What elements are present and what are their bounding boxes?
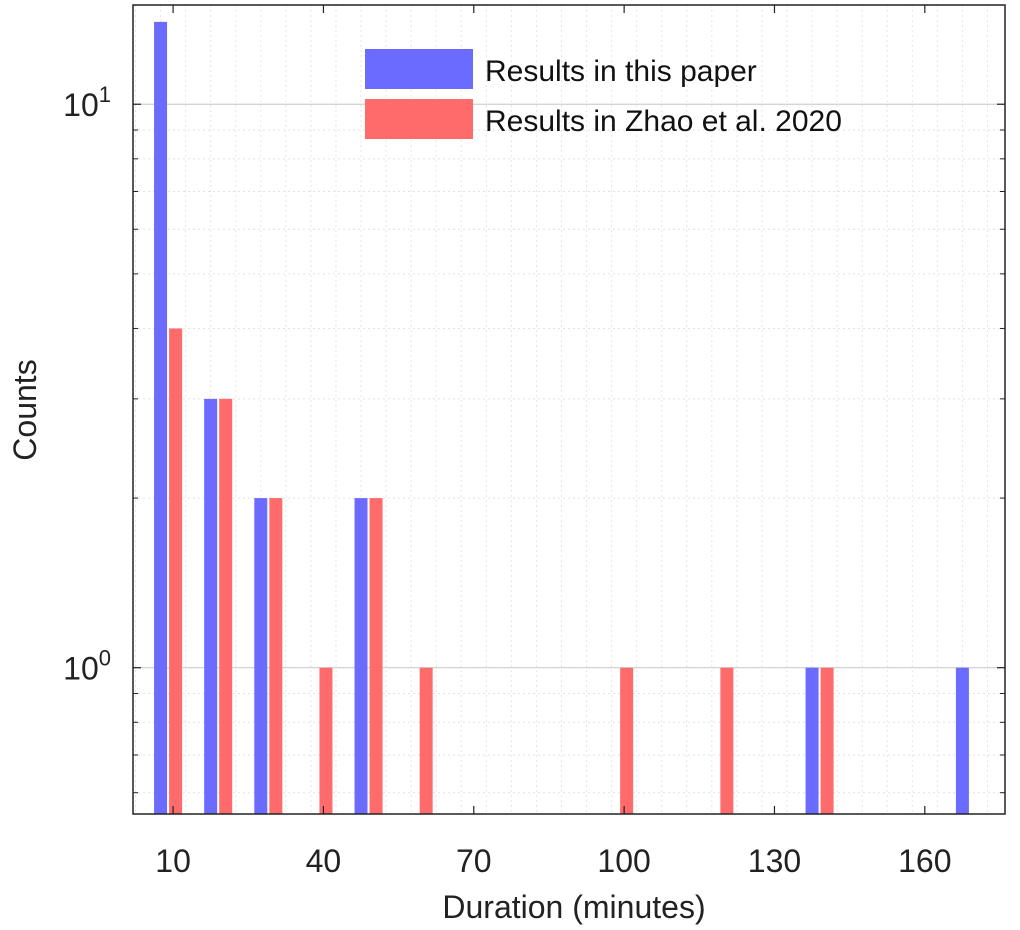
y-axis-label: Counts [7, 359, 43, 460]
bar-this-paper [955, 667, 969, 814]
bar-this-paper [354, 498, 368, 814]
bar-zhao-2020 [820, 667, 834, 814]
legend-label: Results in Zhao et al. 2020 [485, 105, 842, 138]
bar-zhao-2020 [169, 328, 183, 814]
x-axis-label: Duration (minutes) [442, 889, 705, 925]
y-axis-ticks: 100 101 [63, 82, 1005, 794]
bar-zhao-2020 [419, 667, 433, 814]
bar-this-paper [204, 398, 218, 814]
y-tick-label: 101 [63, 82, 111, 123]
bar-zhao-2020 [269, 498, 283, 814]
bar-zhao-2020 [319, 667, 333, 814]
bar-this-paper [805, 667, 819, 814]
bar-this-paper [254, 498, 268, 814]
legend-label: Results in this paper [485, 55, 757, 88]
bar-zhao-2020 [620, 667, 634, 814]
bar-zhao-2020 [219, 398, 233, 814]
bar-zhao-2020 [369, 498, 383, 814]
bars [154, 21, 969, 814]
x-tick-label: 160 [898, 843, 951, 879]
y-tick-label: 100 [63, 646, 111, 687]
bar-this-paper [154, 21, 168, 814]
x-tick-label: 100 [597, 843, 650, 879]
x-tick-label: 10 [155, 843, 191, 879]
x-tick-label: 70 [456, 843, 492, 879]
legend: Results in this paper Results in Zhao et … [365, 49, 842, 139]
x-axis-ticks: 10 40 70 100 130 160 [155, 5, 952, 879]
bar-zhao-2020 [720, 667, 734, 814]
x-tick-label: 40 [306, 843, 342, 879]
x-tick-label: 130 [748, 843, 801, 879]
legend-swatch [365, 99, 473, 139]
legend-swatch [365, 49, 473, 89]
plot-frame [132, 4, 1006, 815]
